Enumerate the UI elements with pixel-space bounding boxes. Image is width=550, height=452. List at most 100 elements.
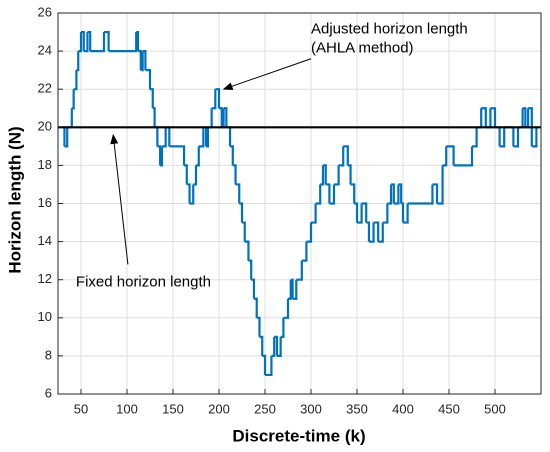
- step-segment: [142, 50, 147, 71]
- y-tick-label: 16: [38, 195, 52, 210]
- step-segment: [73, 70, 78, 91]
- x-tick-label: 250: [254, 401, 276, 416]
- x-tick-label: 300: [300, 401, 322, 416]
- step-segment: [368, 222, 375, 243]
- step-segment: [366, 221, 371, 242]
- x-tick-label: 150: [162, 401, 184, 416]
- y-tick-label: 14: [38, 233, 52, 248]
- step-segment: [401, 202, 405, 223]
- annotation-arrow: [110, 133, 129, 265]
- step-segment: [522, 107, 527, 128]
- step-segment: [292, 279, 298, 300]
- step-segment: [325, 183, 331, 204]
- step-segment: [290, 278, 294, 299]
- step-segment: [136, 30, 140, 52]
- step-segment: [90, 32, 106, 53]
- step-segment: [513, 127, 520, 148]
- step-segment: [189, 184, 195, 205]
- step-segment: [350, 183, 356, 204]
- y-tick-label: 26: [38, 4, 52, 19]
- step-segment: [481, 107, 487, 128]
- step-segment: [150, 88, 154, 109]
- step-segment: [223, 107, 228, 128]
- step-segment: [78, 32, 83, 53]
- step-segment: [215, 88, 221, 109]
- step-segment: [430, 184, 434, 205]
- step-segment: [193, 165, 198, 186]
- step-segment: [64, 127, 69, 148]
- step-segment: [251, 278, 256, 299]
- x-tick-label: 350: [346, 401, 368, 416]
- step-segment: [354, 202, 359, 223]
- step-segment: [329, 184, 336, 205]
- step-segment: [382, 203, 389, 224]
- step-segment: [472, 127, 478, 148]
- step-segment: [230, 145, 234, 166]
- step-segment: [315, 184, 322, 205]
- step-segment: [253, 297, 258, 318]
- step-segment: [244, 240, 250, 261]
- step-segment: [387, 184, 393, 205]
- y-tick-label: 24: [38, 43, 52, 58]
- step-segment: [446, 145, 455, 166]
- step-segment: [81, 30, 85, 52]
- step-segment: [378, 222, 384, 243]
- plot-frame: [57, 12, 542, 395]
- x-axis-label: Discrete-time (k): [232, 426, 365, 445]
- y-axis-label: Horizon length (N): [5, 126, 24, 273]
- step-segment: [296, 260, 303, 281]
- step-segment: [334, 165, 340, 186]
- step-segment: [288, 279, 292, 300]
- y-tick-label: 20: [38, 119, 52, 134]
- step-segment: [239, 202, 244, 223]
- y-tick-label: 8: [45, 347, 52, 362]
- x-tick-label: 200: [208, 401, 230, 416]
- step-segment: [276, 336, 282, 357]
- x-tick-label: 500: [484, 401, 506, 416]
- step-segment: [280, 317, 285, 338]
- step-segment: [198, 127, 205, 148]
- annotation-arrow: [222, 58, 312, 91]
- step-segment: [437, 165, 444, 205]
- step-segment: [211, 89, 217, 110]
- step-segment: [138, 50, 142, 71]
- step-segment: [283, 298, 290, 319]
- annotation-text: Fixed horizon length: [76, 273, 211, 290]
- annotation-text: (AHLA method): [311, 40, 414, 57]
- step-segment: [184, 164, 188, 185]
- plot-area: [58, 12, 541, 395]
- step-segment: [145, 69, 152, 90]
- step-segment: [301, 241, 308, 262]
- step-segment: [196, 146, 200, 167]
- y-tick-label: 12: [38, 271, 52, 286]
- step-segment: [152, 107, 156, 128]
- step-segment: [442, 146, 448, 167]
- step-segment: [391, 183, 395, 204]
- x-tick-label: 50: [74, 401, 88, 416]
- step-segment: [71, 89, 75, 110]
- y-tick-label: 18: [38, 157, 52, 172]
- step-segment: [160, 146, 164, 167]
- step-segment: [219, 107, 223, 128]
- step-segment: [262, 354, 267, 375]
- step-segment: [206, 127, 210, 148]
- step-segment: [83, 32, 89, 53]
- step-segment: [398, 183, 403, 204]
- step-segment: [235, 183, 241, 204]
- step-segment: [338, 146, 345, 167]
- step-segment: [271, 336, 276, 357]
- step-segment: [265, 355, 273, 377]
- step-segment: [157, 145, 162, 166]
- step-segment: [393, 184, 400, 205]
- step-segment: [311, 203, 317, 224]
- step-segment: [104, 30, 110, 52]
- step-segment: [528, 107, 533, 147]
- step-segment: [256, 316, 261, 337]
- annotation-text: Adjusted horizon length: [311, 21, 468, 38]
- step-segment: [403, 203, 409, 224]
- step-segment: [248, 259, 253, 280]
- step-segment: [490, 107, 497, 128]
- step-segment: [373, 221, 380, 242]
